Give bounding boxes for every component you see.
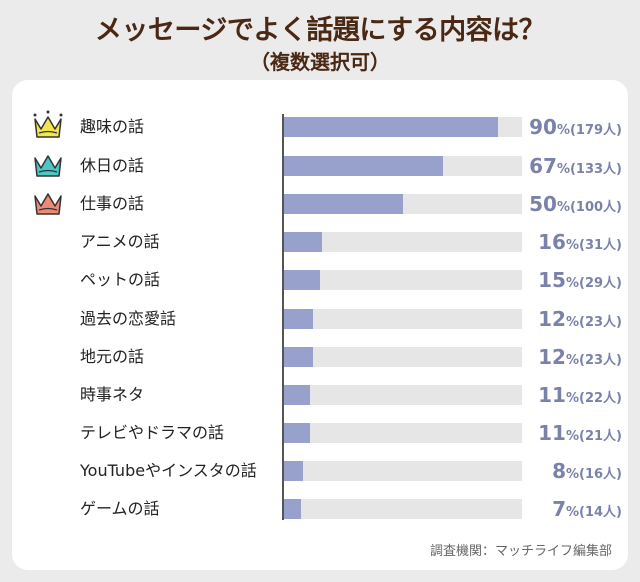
value-label: 11%(22人) <box>538 383 622 411</box>
bar-track <box>284 270 522 290</box>
category-label: 仕事の話 <box>80 194 145 213</box>
value-label: 11%(21人) <box>538 421 622 449</box>
percent-sign: % <box>565 353 580 368</box>
count-value: (31人) <box>579 238 622 253</box>
value-label: 8%(16人) <box>552 459 622 487</box>
percent-value: 11 <box>538 383 566 407</box>
category-label: ゲームの話 <box>80 499 160 518</box>
percent-value: 50 <box>529 192 557 216</box>
bar-track <box>284 499 522 519</box>
bar <box>284 461 304 481</box>
count-value: (179人) <box>569 123 622 138</box>
source-note: 調査機関：マッチライフ編集部 <box>429 544 612 559</box>
crown-icon <box>34 155 62 177</box>
bar-row: ペットの話 15%(29人) <box>0 268 640 292</box>
bar <box>284 385 311 405</box>
percent-value: 11 <box>538 421 566 445</box>
bar <box>284 270 320 290</box>
percent-value: 8 <box>552 459 566 483</box>
percent-value: 7 <box>552 497 566 521</box>
percent-sign: % <box>556 162 570 177</box>
crown-icon <box>34 193 62 215</box>
value-label: 50%(100人) <box>529 192 622 220</box>
count-value: (14人) <box>579 505 622 520</box>
percent-sign: % <box>556 123 570 138</box>
percent-sign: % <box>565 238 580 253</box>
percent-value: 16 <box>538 230 566 254</box>
bar-track <box>284 194 522 214</box>
bar-row: 仕事の話 50%(100人) <box>0 192 640 216</box>
chart-title: メッセージでよく話題にする内容は？ <box>94 15 546 46</box>
category-label: 時事ネタ <box>80 385 145 404</box>
value-label: 16%(31人) <box>538 230 622 258</box>
value-label: 7%(14人) <box>552 497 622 525</box>
category-label: ペットの話 <box>80 270 161 289</box>
bar <box>284 194 403 214</box>
percent-sign: % <box>565 429 580 444</box>
percent-sign: % <box>565 391 580 406</box>
count-value: (29人) <box>579 276 622 291</box>
bar <box>284 156 444 176</box>
chart-subtitle: （複数選択可） <box>250 50 390 74</box>
count-value: (23人) <box>579 353 622 368</box>
category-label: 趣味の話 <box>80 117 145 136</box>
value-label: 90%(179人) <box>529 115 622 143</box>
value-label: 15%(29人) <box>538 268 622 296</box>
count-value: (23人) <box>579 315 622 330</box>
category-label: YouTubeやインスタの話 <box>80 461 257 480</box>
count-value: (100人) <box>569 200 622 215</box>
percent-sign: % <box>565 505 580 520</box>
percent-value: 67 <box>529 154 557 178</box>
value-label: 12%(23人) <box>538 345 622 373</box>
count-value: (133人) <box>569 162 622 177</box>
bar-row: テレビやドラマの話 11%(21人) <box>0 421 640 445</box>
bar-track <box>284 423 522 443</box>
bar-row: ゲームの話 7%(14人) <box>0 497 640 521</box>
category-label: 地元の話 <box>80 347 145 366</box>
bar <box>284 309 313 329</box>
bar-row: 過去の恋愛話 12%(23人) <box>0 307 640 331</box>
bar-row: 地元の話 12%(23人) <box>0 345 640 369</box>
value-label: 67%(133人) <box>529 154 622 182</box>
bar-row: 趣味の話 90%(179人) <box>0 110 640 139</box>
category-label: アニメの話 <box>80 232 160 251</box>
bar-row: アニメの話 16%(31人) <box>0 230 640 254</box>
count-value: (21人) <box>579 429 622 444</box>
bar <box>284 232 323 252</box>
percent-value: 15 <box>538 268 566 292</box>
bar-track <box>284 232 522 252</box>
category-label: 休日の話 <box>80 156 145 175</box>
percent-sign: % <box>565 467 580 482</box>
bar <box>284 117 499 137</box>
bar-track <box>284 385 522 405</box>
category-label: テレビやドラマの話 <box>80 423 225 442</box>
bar-track <box>284 461 522 481</box>
value-label: 12%(23人) <box>538 307 622 335</box>
percent-value: 12 <box>538 345 566 369</box>
bar <box>284 499 301 519</box>
bar-track <box>284 156 522 176</box>
percent-value: 12 <box>538 307 566 331</box>
bar-track <box>284 347 522 367</box>
bar-track <box>284 117 522 137</box>
count-value: (22人) <box>579 391 622 406</box>
percent-sign: % <box>565 276 580 291</box>
bar-row: 時事ネタ 11%(22人) <box>0 383 640 407</box>
count-value: (16人) <box>579 467 622 482</box>
axis-line <box>282 114 284 520</box>
bar <box>284 423 311 443</box>
bar-track <box>284 309 522 329</box>
percent-sign: % <box>565 315 580 330</box>
bar <box>284 347 313 367</box>
bar-row: YouTubeやインスタの話 8%(16人) <box>0 459 640 483</box>
category-label: 過去の恋愛話 <box>80 309 177 328</box>
percent-sign: % <box>556 200 570 215</box>
crown-icon <box>33 110 63 138</box>
percent-value: 90 <box>529 115 557 139</box>
bar-row: 休日の話 67%(133人) <box>0 154 640 178</box>
